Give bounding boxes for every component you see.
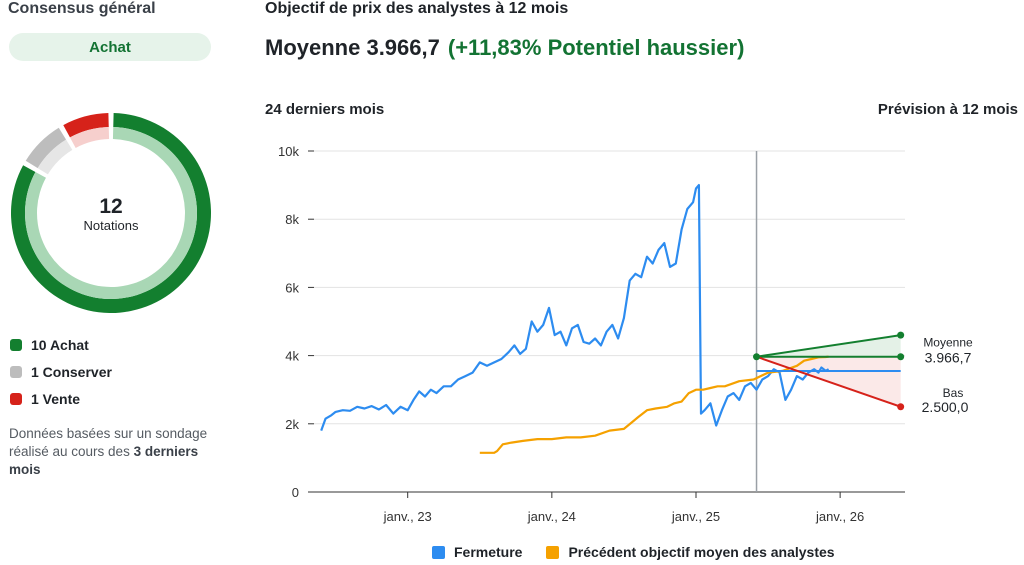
forecast-low-point — [897, 403, 905, 411]
donut-inner-segment-conserver — [37, 139, 73, 175]
legend-sell-label: 1 Vente — [31, 391, 81, 407]
ratings-total: 12 — [99, 195, 122, 218]
legend-item-hold: 1 Conserver — [10, 364, 112, 380]
consensus-rating-badge: Achat — [9, 33, 211, 61]
forecast-subtitle: Prévision à 12 mois — [877, 101, 1018, 118]
average-value: Moyenne 3.966,7 — [265, 35, 440, 60]
x-tick-label: janv., 24 — [527, 509, 576, 524]
prev-target-swatch — [546, 545, 560, 559]
legend-prev-target: Précédent objectif moyen des analystes — [546, 544, 835, 560]
survey-note-period: 3 derniers mois — [9, 444, 199, 477]
sell-swatch — [10, 393, 22, 405]
previous-target-line — [479, 355, 829, 454]
low-label-value: 2.500,0 — [922, 399, 969, 415]
y-tick-label: 8k — [285, 212, 299, 227]
forecast-high-point — [897, 331, 905, 339]
upside-value: (+11,83% Potentiel haussier) — [447, 35, 745, 60]
legend-close: Fermeture — [432, 544, 522, 560]
donut-inner-segment-vente — [69, 127, 110, 148]
close-price-line — [320, 184, 830, 431]
legend-item-sell: 1 Vente — [10, 391, 80, 407]
survey-note: Données basées sur un sondage réalisé au… — [9, 425, 214, 479]
target-average: Moyenne 3.966,7 (+11,83% Potentiel haussi… — [265, 35, 744, 61]
chart-legend: Fermeture Précédent objectif moyen des a… — [432, 544, 859, 560]
legend-close-label: Fermeture — [454, 544, 523, 560]
y-tick-label: 4k — [285, 349, 299, 364]
legend-buy-label: 10 Achat — [31, 337, 89, 353]
forecast-start-point — [753, 353, 761, 361]
donut-segment-vente — [63, 113, 109, 138]
forecast-mean-point — [897, 353, 905, 361]
survey-note-text: Données basées sur un sondage réalisé au… — [9, 426, 208, 459]
price-target-chart: 0 2k 4k 6k 8k 10k janv., 23 janv., 24 janv., 25 j… — [278, 144, 973, 524]
buy-swatch — [10, 339, 22, 351]
y-tick-label: 2k — [285, 417, 299, 432]
y-tick-label: 0 — [292, 485, 299, 500]
mean-label-title: Moyenne — [923, 336, 973, 350]
low-label-title: Bas — [943, 386, 964, 400]
y-tick-label: 10k — [278, 144, 299, 159]
x-tick-label: janv., 26 — [815, 509, 864, 524]
mean-label-value: 3.966,7 — [925, 350, 972, 366]
hold-swatch — [10, 366, 22, 378]
consensus-title: Consensus général — [8, 0, 156, 17]
history-subtitle: 24 derniers mois — [265, 101, 385, 118]
close-swatch — [432, 545, 445, 559]
x-tick-label: janv., 25 — [671, 509, 720, 524]
legend-prev-target-label: Précédent objectif moyen des analystes — [568, 544, 835, 560]
ratings-total-label: Notations — [84, 218, 139, 233]
legend-hold-label: 1 Conserver — [31, 364, 112, 380]
x-tick-label: janv., 23 — [383, 509, 432, 524]
y-tick-label: 6k — [285, 280, 299, 295]
target-title: Objectif de prix des analystes à 12 mois — [265, 0, 569, 17]
ratings-donut: 12 Notations — [10, 113, 212, 313]
forecast-low-line — [756, 355, 902, 408]
donut-segment-conserver — [25, 127, 67, 169]
forecast-high-line — [756, 334, 901, 358]
legend-item-buy: 10 Achat — [10, 337, 89, 353]
